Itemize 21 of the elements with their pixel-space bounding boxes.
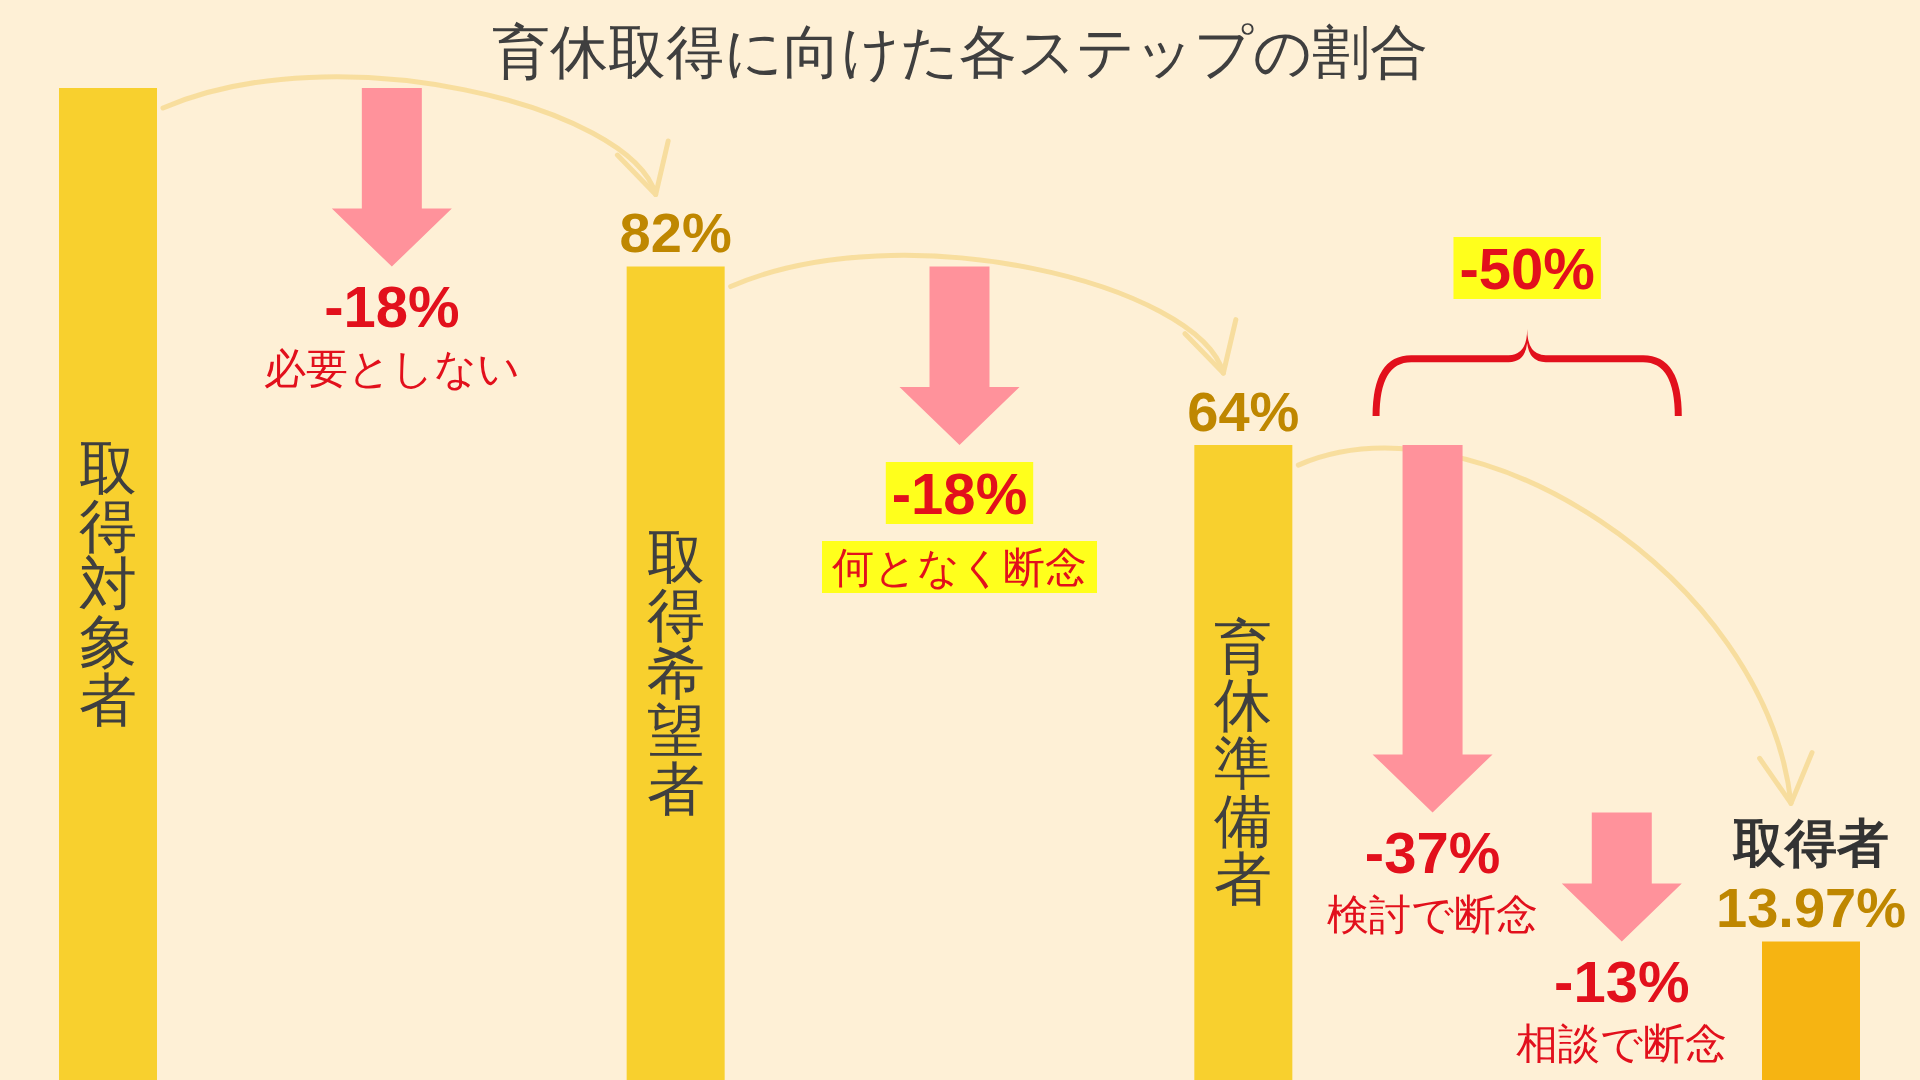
annotation: -50% (1459, 235, 1595, 301)
annotation: 必要としない (263, 344, 520, 394)
x-tick-label: 取得対象者 (79, 434, 137, 734)
annotation: -18% (324, 274, 460, 340)
annotation: -37% (1364, 819, 1501, 885)
bar (626, 266, 725, 1080)
x-tick-label: 取得希望者 (646, 523, 705, 824)
bar (59, 88, 157, 1080)
annotation: 相談で断念 (1516, 1018, 1728, 1068)
data-label: 13.97% (1716, 875, 1906, 939)
x-tick-label: 育休準備者 (1214, 612, 1273, 913)
data-label: 64% (1187, 379, 1300, 443)
data-label: 82% (619, 201, 732, 265)
annotation: 検討で断念 (1327, 889, 1539, 939)
x-tick-label: 取得者 (1733, 813, 1889, 874)
annotation: -18% (891, 460, 1028, 526)
chart-title: 育休取得に向けた各ステップの割合 (492, 18, 1428, 86)
annotation: 何となく断念 (832, 542, 1087, 592)
bar (1194, 445, 1293, 1080)
bar (1762, 941, 1860, 1080)
annotation: -13% (1554, 948, 1690, 1014)
